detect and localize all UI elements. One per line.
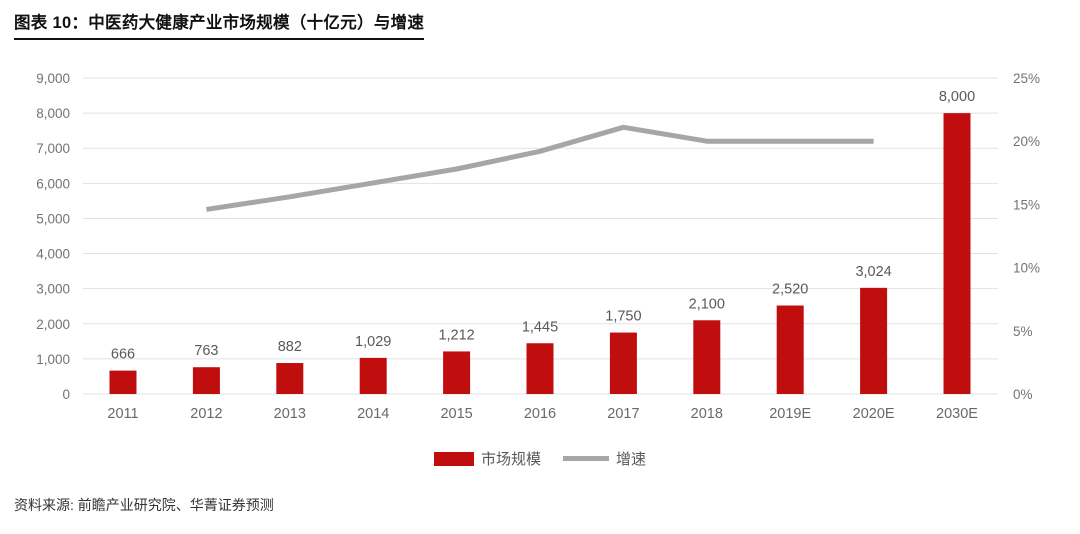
y-axis-left-tick-label: 0: [62, 387, 70, 402]
y-axis-right-tick-label: 5%: [1013, 324, 1033, 339]
page-title: 图表 10：中医药大健康产业市场规模（十亿元）与增速: [14, 9, 425, 40]
x-axis-label-2015: 2015: [440, 406, 472, 422]
legend-item-market-size: 市场规模: [433, 448, 541, 469]
line-series-swatch-icon: [563, 456, 609, 461]
bar-2011: [109, 370, 137, 394]
bar-2030E: [943, 113, 971, 394]
bar-value-label-2016: 1,445: [522, 319, 558, 335]
legend-label-market-size: 市场规模: [480, 451, 541, 468]
x-axis-label-2012: 2012: [190, 406, 222, 422]
y-axis-left-tick-label: 5,000: [36, 211, 70, 226]
y-axis-left-tick-label: 2,000: [36, 317, 70, 332]
chart-canvas: 0 1,000 2,000 3,000 4,000 5,000 6,000 7,000 8,00…: [36, 71, 1040, 422]
x-axis-label-2016: 2016: [524, 406, 556, 422]
bar-value-label-2017: 1,750: [605, 309, 641, 325]
x-axis-label-2014: 2014: [357, 406, 389, 422]
x-axis-label-2020E: 2020E: [853, 406, 895, 422]
source-note: 资料来源: 前瞻产业研究院、华菁证券预测: [14, 497, 274, 513]
bar-value-label-2013: 882: [278, 339, 302, 355]
x-axis-label-2017: 2017: [607, 406, 639, 422]
legend-label-growth: 增速: [616, 451, 647, 468]
y-axis-left-tick-label: 8,000: [36, 106, 70, 121]
bar-series-swatch-icon: [433, 451, 474, 466]
bar-2013: [276, 363, 304, 394]
bar-2015: [443, 351, 471, 394]
x-axis-label-2013: 2013: [274, 406, 306, 422]
legend-item-growth: 增速: [563, 448, 646, 469]
y-axis-left-tick-label: 7,000: [36, 141, 70, 156]
bar-value-label-2015: 1,212: [438, 327, 474, 343]
bar-value-label-2030E: 8,000: [939, 89, 975, 105]
bar-value-label-2020E: 3,024: [855, 264, 891, 280]
growth-rate-line: [206, 124, 874, 212]
bar-value-label-2014: 1,029: [355, 334, 391, 350]
bar-value-label-2019E: 2,520: [772, 282, 808, 298]
bar-2019E: [776, 305, 804, 394]
bar-2020E: [860, 287, 888, 394]
y-axis-left-tick-label: 6,000: [36, 176, 70, 191]
bar-2014: [359, 357, 387, 394]
bar-2017: [609, 332, 637, 394]
y-axis-right-tick-label: 15%: [1013, 197, 1040, 212]
y-axis-left-tick-label: 1,000: [36, 352, 70, 367]
y-axis-right-tick-label: 10%: [1013, 261, 1040, 276]
bar-2016: [526, 343, 554, 394]
bar-2018: [693, 320, 721, 394]
y-axis-right-tick-label: 20%: [1013, 134, 1040, 149]
y-axis-right-tick-label: 25%: [1013, 71, 1040, 86]
x-axis-label-2011: 2011: [107, 406, 138, 422]
y-axis-left-tick-label: 4,000: [36, 247, 70, 262]
bar-value-label-2011: 666: [111, 347, 135, 363]
bar-2012: [192, 367, 220, 394]
bar-value-label-2012: 763: [194, 343, 218, 359]
x-axis-label-2019E: 2019E: [769, 406, 811, 422]
y-axis-left-tick-label: 9,000: [36, 71, 70, 86]
x-axis-label-2030E: 2030E: [936, 406, 978, 422]
y-axis-left-tick-label: 3,000: [36, 282, 70, 297]
chart-legend: 市场规模 增速: [0, 448, 1080, 469]
bar-value-label-2018: 2,100: [689, 296, 725, 312]
y-axis-right-tick-label: 0%: [1013, 387, 1033, 402]
x-axis-label-2018: 2018: [691, 406, 723, 422]
